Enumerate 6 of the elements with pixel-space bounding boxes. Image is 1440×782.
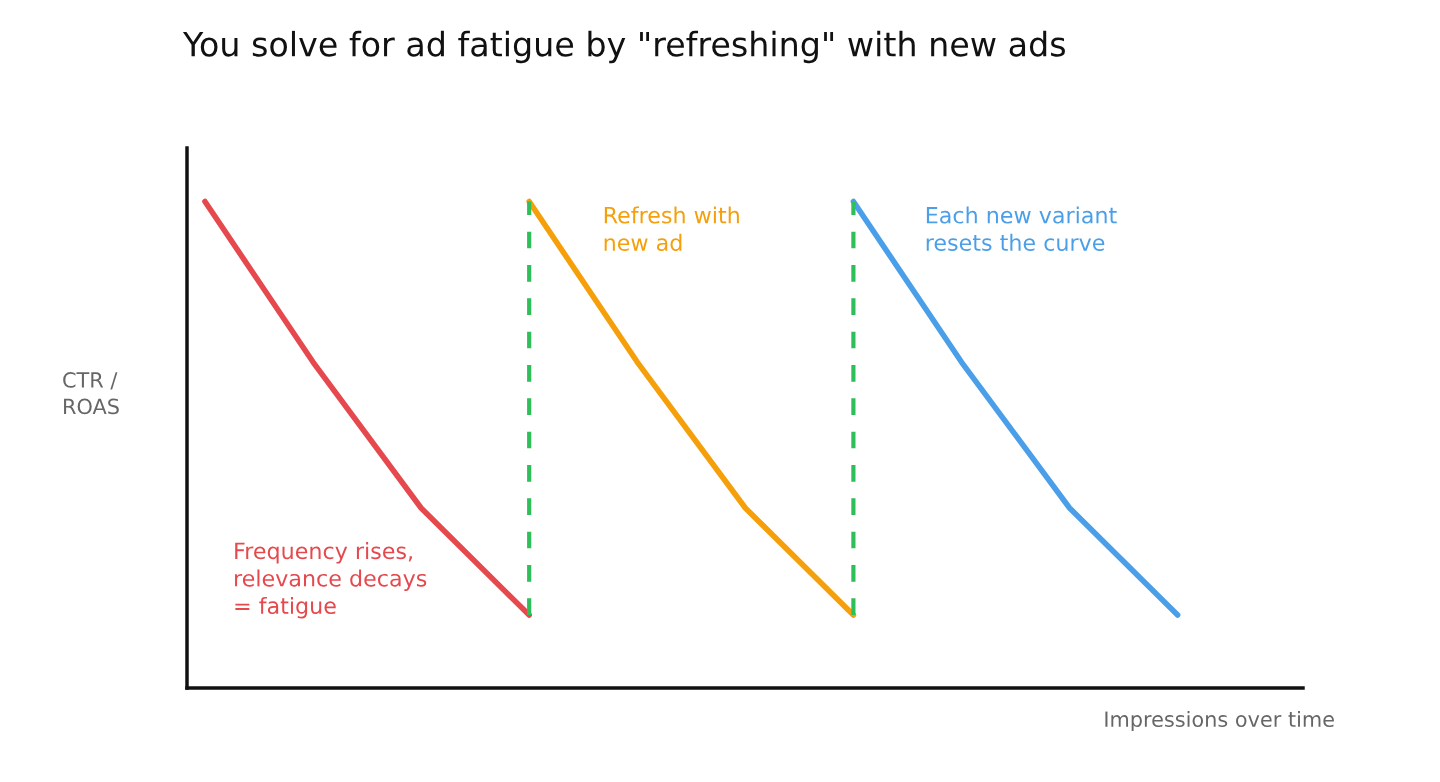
- x-axis-title: Impressions over time: [1105, 710, 1334, 732]
- annotation: Refresh with new ad: [604, 206, 739, 251]
- chart-title: You solve for ad fatigue by "refreshing" with new ads: [182, 30, 1065, 64]
- annotation: Frequency rises, relevance decays = fatigue: [235, 542, 427, 619]
- annotation: Each new variant resets the curve: [926, 206, 1117, 251]
- y-axis-title: CTR / ROAS: [63, 372, 119, 415]
